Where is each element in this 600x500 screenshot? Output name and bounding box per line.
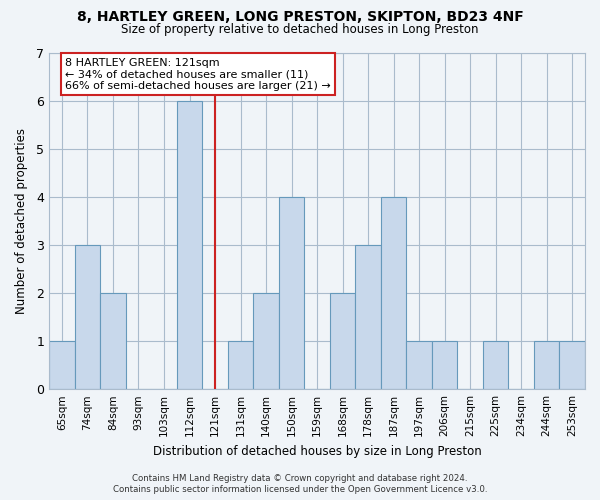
- Text: Contains HM Land Registry data © Crown copyright and database right 2024.
Contai: Contains HM Land Registry data © Crown c…: [113, 474, 487, 494]
- Bar: [355, 245, 381, 389]
- Bar: [75, 245, 100, 389]
- Bar: [49, 341, 75, 389]
- Bar: [432, 341, 457, 389]
- Bar: [483, 341, 508, 389]
- Bar: [177, 100, 202, 389]
- Bar: [559, 341, 585, 389]
- Bar: [279, 197, 304, 389]
- Text: 8 HARTLEY GREEN: 121sqm
← 34% of detached houses are smaller (11)
66% of semi-de: 8 HARTLEY GREEN: 121sqm ← 34% of detache…: [65, 58, 331, 91]
- X-axis label: Distribution of detached houses by size in Long Preston: Distribution of detached houses by size …: [153, 444, 481, 458]
- Bar: [534, 341, 559, 389]
- Text: 8, HARTLEY GREEN, LONG PRESTON, SKIPTON, BD23 4NF: 8, HARTLEY GREEN, LONG PRESTON, SKIPTON,…: [77, 10, 523, 24]
- Bar: [100, 293, 126, 389]
- Bar: [406, 341, 432, 389]
- Y-axis label: Number of detached properties: Number of detached properties: [15, 128, 28, 314]
- Bar: [253, 293, 279, 389]
- Bar: [381, 197, 406, 389]
- Bar: [330, 293, 355, 389]
- Text: Size of property relative to detached houses in Long Preston: Size of property relative to detached ho…: [121, 22, 479, 36]
- Bar: [228, 341, 253, 389]
